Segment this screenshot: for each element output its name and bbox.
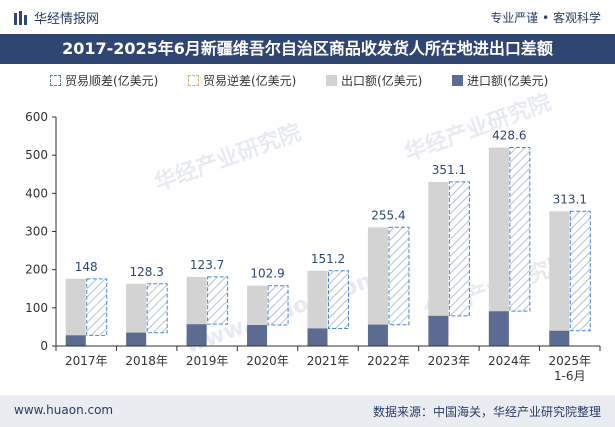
x-tick-label: 2020年 [246, 354, 289, 368]
legend-item-export: 出口额(亿美元) [326, 72, 422, 89]
x-tick-label: 2024年 [488, 354, 531, 368]
surplus-bar [509, 147, 531, 312]
import-bar [247, 325, 268, 346]
footer-website: www.huaon.com [14, 403, 114, 417]
legend: 贸易顺差(亿美元) 贸易逆差(亿美元) 出口额(亿美元) 进口额(亿美元) [0, 72, 615, 92]
legend-label-import: 进口额(亿美元) [467, 74, 549, 88]
y-axis: 0 100 200 300 400 500 600 [25, 110, 57, 353]
legend-label-export: 出口额(亿美元) [341, 74, 423, 88]
legend-label-surplus: 贸易顺差(亿美元) [65, 74, 159, 88]
y-tick-label: 100 [25, 301, 48, 315]
x-tick-label: 2023年 [428, 354, 471, 368]
surplus-bar [388, 226, 410, 326]
export-bar [367, 227, 388, 346]
import-bar [126, 332, 147, 346]
brand-name: 华经情报网 [34, 12, 100, 27]
surplus-data-label: 102.9 [250, 267, 284, 281]
export-bar [65, 278, 86, 346]
surplus-bar [448, 181, 470, 317]
import-bar [367, 324, 388, 346]
footer: www.huaon.com 数据来源：中国海关，华经产业研究院整理 [0, 395, 615, 427]
export-bar [126, 283, 147, 346]
x-tick-label: 2018年 [125, 354, 168, 368]
legend-swatch-export [326, 75, 337, 86]
import-bar [488, 311, 509, 346]
x-tick-label: 2025年 1-6月 [549, 354, 592, 383]
import-bar [549, 330, 570, 346]
surplus-bar [146, 283, 168, 334]
y-tick-label: 500 [25, 148, 48, 162]
title-bar: 2017-2025年6月新疆维吾尔自治区商品收发货人所在地进出口差额 [0, 34, 615, 64]
export-bar [488, 147, 509, 346]
y-tick-label: 0 [40, 339, 48, 353]
top-bar: 华经情报网 专业严谨 • 客观科学 [0, 0, 615, 34]
tagline: 专业严谨 • 客观科学 [490, 11, 601, 25]
export-bar [549, 211, 570, 346]
bars: 148 128.3 123.7 102.9 151.2 255.4 351.1 428.6 31… [65, 129, 591, 346]
legend-item-deficit: 贸易逆差(亿美元) [188, 72, 296, 89]
export-bar [428, 181, 449, 346]
brand: 华经情报网 [14, 8, 99, 27]
y-tick-label: 300 [25, 225, 48, 239]
surplus-data-label: 123.7 [190, 258, 224, 272]
import-bar [65, 335, 86, 346]
footer-source: 数据来源：中国海关，华经产业研究院整理 [372, 405, 601, 419]
brand-logo-icon [14, 10, 27, 25]
legend-swatch-import [452, 75, 463, 86]
import-bar [307, 328, 328, 346]
chart-title: 2017-2025年6月新疆维吾尔自治区商品收发货人所在地进出口差额 [62, 39, 553, 58]
legend-label-deficit: 贸易逆差(亿美元) [203, 74, 297, 88]
surplus-data-label: 255.4 [371, 208, 405, 222]
x-tick-label: 2021年 [307, 354, 350, 368]
import-bar [428, 315, 449, 346]
y-tick-label: 200 [25, 263, 48, 277]
surplus-data-label: 351.1 [432, 163, 466, 177]
surplus-data-label: 151.2 [311, 252, 345, 266]
surplus-bar [328, 270, 349, 330]
bar-chart: 0 100 200 300 400 500 600 148 128.3 123.7 102.9 15… [25, 110, 601, 383]
surplus-bar [207, 276, 229, 325]
surplus-bar [86, 278, 108, 336]
surplus-data-label: 428.6 [492, 129, 526, 143]
export-bar [307, 270, 328, 346]
x-axis: 2017年 2018年 2019年 2020年 2021年 2022年 2023年 2024年… [55, 345, 601, 383]
surplus-data-label: 313.1 [553, 192, 587, 206]
surplus-bar [267, 285, 289, 326]
import-bar [186, 324, 207, 346]
legend-item-import: 进口额(亿美元) [452, 72, 548, 89]
surplus-data-label: 128.3 [129, 265, 163, 279]
legend-swatch-deficit [188, 75, 199, 86]
x-tick-label: 2019年 [186, 354, 229, 368]
legend-swatch-surplus [50, 75, 61, 86]
y-tick-label: 400 [25, 186, 48, 200]
surplus-data-label: 148 [75, 260, 98, 274]
legend-item-surplus: 贸易顺差(亿美元) [50, 72, 158, 89]
surplus-bar [569, 210, 591, 332]
x-tick-label: 2017年 [65, 354, 108, 368]
x-tick-label: 2022年 [367, 354, 410, 368]
y-tick-label: 600 [25, 110, 48, 124]
